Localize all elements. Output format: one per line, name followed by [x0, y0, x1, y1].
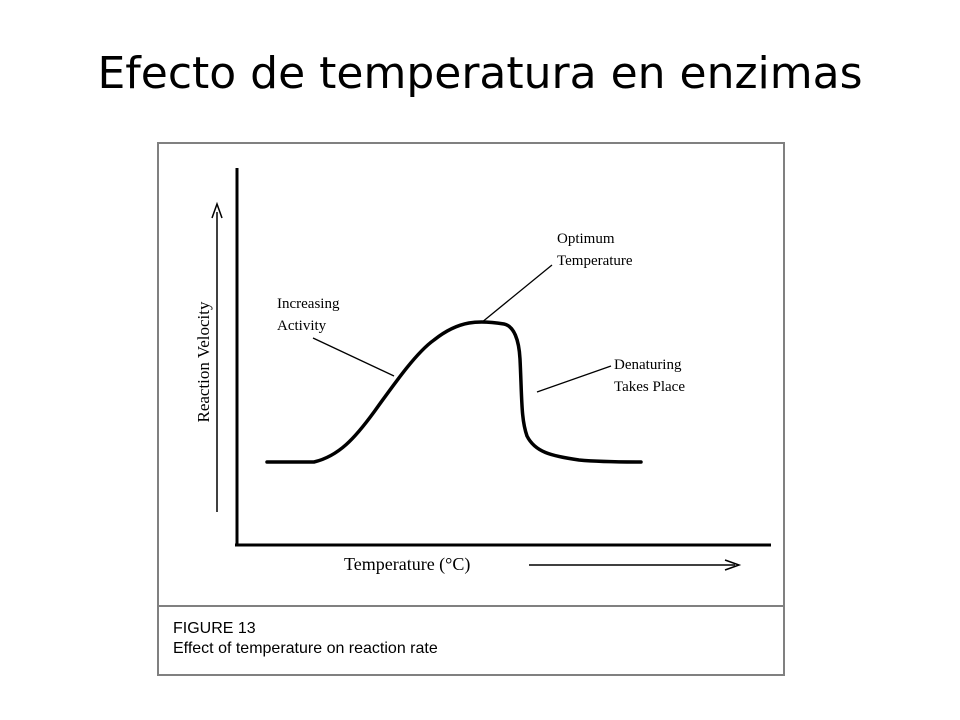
x-axis-arrow: [529, 559, 742, 571]
denaturing-leader: [536, 365, 612, 393]
denaturing-label-line2: Takes Place: [614, 379, 685, 395]
optimum-label-line1: Optimum: [557, 231, 615, 247]
increasing-leader: [312, 337, 395, 377]
y-axis-arrow: [211, 201, 223, 512]
optimum-label-line2: Temperature: [557, 253, 633, 269]
activity-curve: [265, 320, 643, 464]
slide-title: Efecto de temperatura en enzimas: [97, 48, 863, 99]
increasing-label-line2: Activity: [277, 318, 327, 334]
figure-frame: Reaction Velocity Temperature (°C) Incre…: [157, 142, 785, 676]
x-axis-label: Temperature (°C): [344, 554, 470, 575]
y-axis-label: Reaction Velocity: [194, 301, 213, 423]
denaturing-label-line1: Denaturing: [614, 357, 682, 373]
increasing-label-line1: Increasing: [277, 296, 340, 312]
figure-caption-number: FIGURE 13: [173, 620, 256, 637]
optimum-leader: [480, 264, 553, 324]
figure-diagram: Reaction Velocity Temperature (°C) Incre…: [159, 168, 783, 657]
figure-caption-text: Effect of temperature on reaction rate: [173, 640, 438, 657]
